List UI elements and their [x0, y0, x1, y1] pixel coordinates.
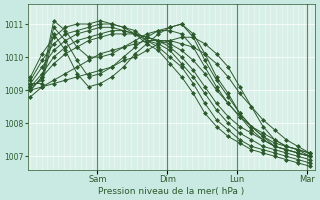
- X-axis label: Pression niveau de la mer( hPa ): Pression niveau de la mer( hPa ): [98, 187, 244, 196]
